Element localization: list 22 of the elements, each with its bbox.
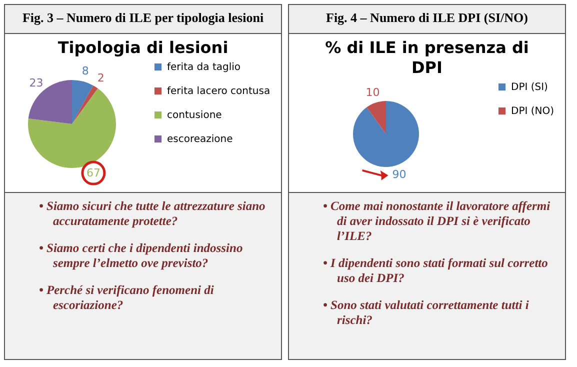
text: • I dipendenti sono stati formati sul corretto uso dei DPI?: [323, 256, 549, 286]
legend-label: ferita da taglio: [167, 62, 241, 73]
data-label: 10: [366, 86, 380, 100]
legend-label: ferita lacero contusa: [167, 86, 270, 97]
text: • Sono stati valutati correttamente tutti i rischi?: [323, 298, 530, 328]
chart-subtitle: Tipologia di lesioni: [56, 37, 230, 58]
text: • Siamo certi che i dipendenti indossino sempre l’elmetto ove previsto?: [39, 241, 244, 271]
legend-label: DPI (SI): [511, 82, 548, 93]
data-label: 8: [82, 64, 89, 78]
chart-title: Fig. 4 – Numero di ILE DPI (SI/NO): [288, 4, 566, 34]
text: • Come mai nonostante il lavoratore affermi di aver indossato il DPI si è verificato l’ILE?: [323, 199, 552, 244]
chart-title: Fig. 3 – Numero di ILE per tipologia lesioni: [4, 4, 282, 34]
text: • Siamo sicuri che tutte le attrezzature siano accuratamente protette?: [39, 199, 266, 229]
data-label: 67: [86, 166, 100, 180]
text: • Perché si verificano fenomeni di escoriazione?: [39, 283, 215, 313]
data-label: 90: [392, 168, 406, 181]
data-label: 2: [97, 71, 104, 84]
legend-label: DPI (NO): [511, 106, 554, 117]
legend-label: escoreazione: [167, 134, 233, 145]
data-label: 23: [29, 76, 44, 90]
chart-subtitle: % di ILE in presenza di DPI: [324, 37, 530, 78]
legend-label: contusione: [167, 110, 222, 121]
